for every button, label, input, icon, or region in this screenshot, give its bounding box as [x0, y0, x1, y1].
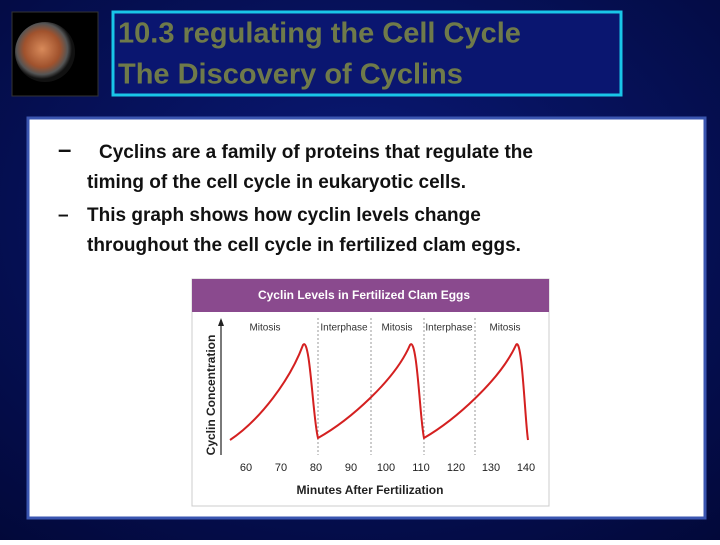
x-tick-label: 140 — [517, 462, 535, 474]
figure: Cyclin Levels in Fertilized Clam Eggs Cy… — [191, 278, 550, 507]
phase-label: Mitosis — [381, 323, 412, 334]
phase-dividers — [317, 318, 476, 455]
bullet-marker: – — [58, 205, 69, 226]
x-tick-label: 120 — [447, 462, 465, 474]
bullet-marker: – — [58, 136, 71, 163]
figure-header — [192, 279, 549, 312]
x-tick-label: 100 — [377, 462, 395, 474]
y-axis-arrow — [218, 318, 224, 326]
x-tick-label: 70 — [275, 462, 287, 474]
phase-label: Interphase — [425, 323, 473, 334]
bullet-text: throughout the cell cycle in fertilized … — [87, 235, 521, 256]
x-tick-label: 130 — [482, 462, 500, 474]
phase-label: Interphase — [320, 323, 368, 334]
title-line: The Discovery of Cyclins — [118, 59, 463, 91]
x-tick-label: 80 — [310, 462, 322, 474]
y-axis-label: Cyclin Concentration — [204, 335, 218, 456]
x-tick-label: 110 — [412, 462, 430, 474]
bullet-text: Cyclins are a family of proteins that re… — [99, 142, 533, 163]
x-axis-label: Minutes After Fertilization — [297, 483, 444, 497]
cyclin-curve — [229, 343, 529, 441]
x-tick-label: 60 — [240, 462, 252, 474]
title-line: 10.3 regulating the Cell Cycle — [118, 18, 521, 50]
bullet-text: timing of the cell cycle in eukaryotic c… — [87, 172, 466, 193]
figure-title: Cyclin Levels in Fertilized Clam Eggs — [258, 288, 470, 302]
phase-label: Mitosis — [489, 323, 520, 334]
x-tick-label: 90 — [345, 462, 357, 474]
figure-frame — [191, 278, 550, 507]
cell-image — [15, 22, 75, 82]
title-box — [111, 10, 623, 97]
bullet-text: This graph shows how cyclin levels chang… — [87, 205, 481, 226]
phase-label: Mitosis — [249, 323, 280, 334]
